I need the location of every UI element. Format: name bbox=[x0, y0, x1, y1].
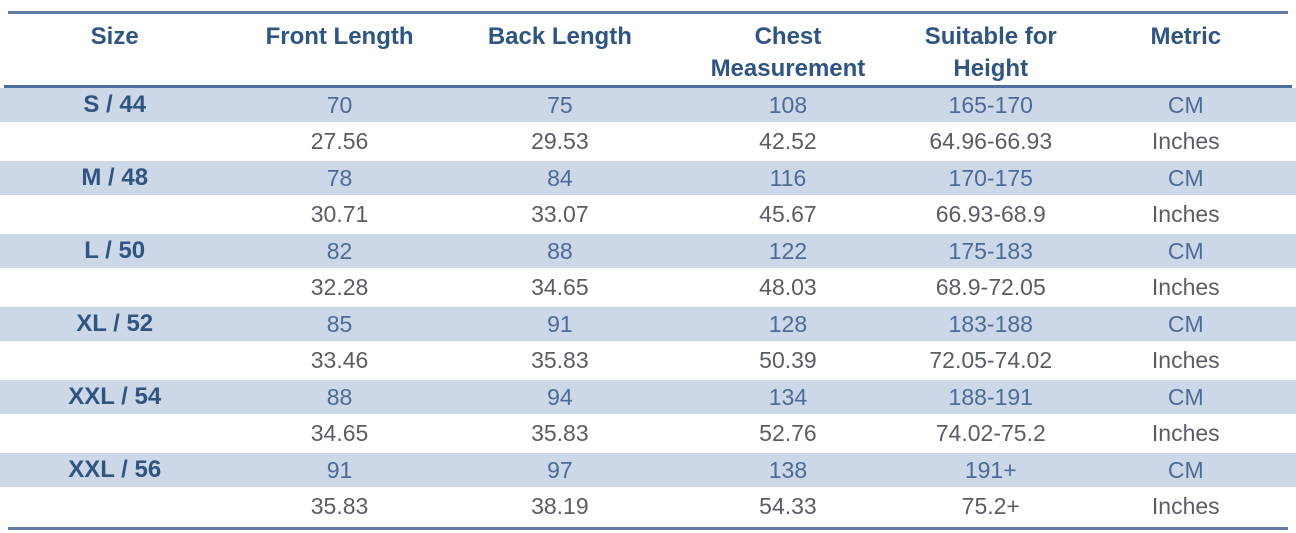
chest-cell: 122 bbox=[768, 237, 808, 264]
back-length-cell: 34.65 bbox=[531, 274, 589, 300]
metric-cell: Inches bbox=[1151, 420, 1220, 446]
size-cell: XXL / 56 bbox=[68, 456, 162, 483]
back-length-cell: 38.19 bbox=[531, 493, 589, 519]
table-row: 35.83 38.19 54.33 75.2+ Inches bbox=[0, 487, 1296, 526]
column-header-front-length: Front Length bbox=[229, 21, 449, 53]
back-length-cell: 29.53 bbox=[531, 128, 589, 154]
metric-cell: Inches bbox=[1151, 201, 1220, 227]
back-length-cell: 97 bbox=[547, 456, 573, 483]
front-length-cell: 30.71 bbox=[310, 201, 369, 227]
height-cell: 191+ bbox=[964, 456, 1017, 483]
front-length-cell: 85 bbox=[326, 310, 353, 337]
table-bottom-rule bbox=[8, 527, 1288, 530]
table-row: 34.65 35.83 52.76 74.02-75.2 Inches bbox=[0, 414, 1296, 453]
column-header-chest-measurement: Chest Measurement bbox=[670, 21, 906, 85]
column-header-label: Suitable for Height bbox=[924, 23, 1057, 82]
chest-cell: 52.76 bbox=[759, 420, 817, 446]
height-cell: 170-175 bbox=[948, 164, 1033, 191]
height-cell: 74.02-75.2 bbox=[935, 420, 1046, 446]
height-cell: 165-170 bbox=[948, 91, 1033, 118]
table-header-row: Size Front Length Back Length Chest Meas… bbox=[0, 14, 1296, 85]
back-length-cell: 33.07 bbox=[531, 201, 589, 227]
front-length-cell: 32.28 bbox=[310, 274, 369, 300]
metric-cell: CM bbox=[1167, 383, 1204, 410]
metric-cell: Inches bbox=[1151, 493, 1220, 519]
table-body: S / 44 70 75 108 165-170 CM 27.56 29.53 42.52 64.… bbox=[0, 88, 1296, 526]
column-header-label: Back Length bbox=[487, 23, 632, 50]
column-header-size: Size bbox=[0, 21, 229, 53]
height-cell: 175-183 bbox=[948, 237, 1033, 264]
height-cell: 68.9-72.05 bbox=[935, 274, 1046, 300]
height-cell: 183-188 bbox=[948, 310, 1033, 337]
metric-cell: Inches bbox=[1151, 347, 1220, 373]
front-length-cell: 82 bbox=[326, 237, 353, 264]
front-length-cell: 88 bbox=[326, 383, 353, 410]
size-cell: S / 44 bbox=[83, 91, 147, 118]
height-cell: 64.96-66.93 bbox=[929, 128, 1053, 154]
column-header-suitable-for-height: Suitable for Height bbox=[906, 21, 1076, 85]
column-header-label: Chest Measurement bbox=[710, 23, 866, 82]
chest-cell: 48.03 bbox=[759, 274, 817, 300]
back-length-cell: 94 bbox=[547, 383, 573, 410]
column-header-label: Size bbox=[90, 23, 139, 50]
table-row: 33.46 35.83 50.39 72.05-74.02 Inches bbox=[0, 341, 1296, 380]
back-length-cell: 35.83 bbox=[531, 420, 589, 446]
height-cell: 75.2+ bbox=[961, 493, 1020, 519]
size-cell: XL / 52 bbox=[76, 310, 154, 337]
front-length-cell: 35.83 bbox=[310, 493, 369, 519]
column-header-label: Metric bbox=[1150, 23, 1222, 50]
column-header-label: Front Length bbox=[265, 23, 414, 50]
front-length-cell: 33.46 bbox=[310, 347, 369, 373]
column-header-metric: Metric bbox=[1076, 21, 1296, 53]
table-row: 27.56 29.53 42.52 64.96-66.93 Inches bbox=[0, 122, 1296, 161]
back-length-cell: 91 bbox=[547, 310, 573, 337]
metric-cell: Inches bbox=[1151, 274, 1220, 300]
chest-cell: 116 bbox=[769, 164, 807, 191]
chest-cell: 134 bbox=[768, 383, 808, 410]
back-length-cell: 75 bbox=[547, 91, 573, 118]
column-header-back-length: Back Length bbox=[450, 21, 670, 53]
front-length-cell: 70 bbox=[326, 91, 353, 118]
table-row: L / 50 82 88 122 175-183 CM bbox=[0, 234, 1296, 268]
back-length-cell: 88 bbox=[547, 237, 573, 264]
height-cell: 188-191 bbox=[948, 383, 1033, 410]
back-length-cell: 35.83 bbox=[531, 347, 589, 373]
front-length-cell: 78 bbox=[326, 164, 353, 191]
table-row: M / 48 78 84 116 170-175 CM bbox=[0, 161, 1296, 195]
table-row: 32.28 34.65 48.03 68.9-72.05 Inches bbox=[0, 268, 1296, 307]
metric-cell: CM bbox=[1167, 237, 1204, 264]
table-row: S / 44 70 75 108 165-170 CM bbox=[0, 88, 1296, 122]
metric-cell: CM bbox=[1167, 456, 1204, 483]
metric-cell: CM bbox=[1167, 310, 1204, 337]
height-cell: 66.93-68.9 bbox=[935, 201, 1046, 227]
chest-cell: 45.67 bbox=[759, 201, 817, 227]
metric-cell: CM bbox=[1167, 164, 1204, 191]
table-row: XXL / 54 88 94 134 188-191 CM bbox=[0, 380, 1296, 414]
chest-cell: 138 bbox=[768, 456, 808, 483]
back-length-cell: 84 bbox=[547, 164, 573, 191]
front-length-cell: 34.65 bbox=[310, 420, 369, 446]
chest-cell: 50.39 bbox=[759, 347, 817, 373]
table-row: XXL / 56 91 97 138 191+ CM bbox=[0, 453, 1296, 487]
size-cell: XXL / 54 bbox=[68, 383, 162, 410]
metric-cell: CM bbox=[1167, 91, 1204, 118]
chest-cell: 108 bbox=[768, 91, 808, 118]
table-top-rule bbox=[8, 11, 1288, 14]
table-row: XL / 52 85 91 128 183-188 CM bbox=[0, 307, 1296, 341]
height-cell: 72.05-74.02 bbox=[929, 347, 1053, 373]
chest-cell: 54.33 bbox=[759, 493, 817, 519]
metric-cell: Inches bbox=[1151, 128, 1220, 154]
front-length-cell: 91 bbox=[326, 456, 353, 483]
table-row: 30.71 33.07 45.67 66.93-68.9 Inches bbox=[0, 195, 1296, 234]
chest-cell: 128 bbox=[768, 310, 808, 337]
size-cell: M / 48 bbox=[81, 164, 149, 191]
chest-cell: 42.52 bbox=[759, 128, 817, 154]
header-divider-rule bbox=[4, 85, 1292, 88]
front-length-cell: 27.56 bbox=[310, 128, 369, 154]
size-cell: L / 50 bbox=[84, 237, 146, 264]
